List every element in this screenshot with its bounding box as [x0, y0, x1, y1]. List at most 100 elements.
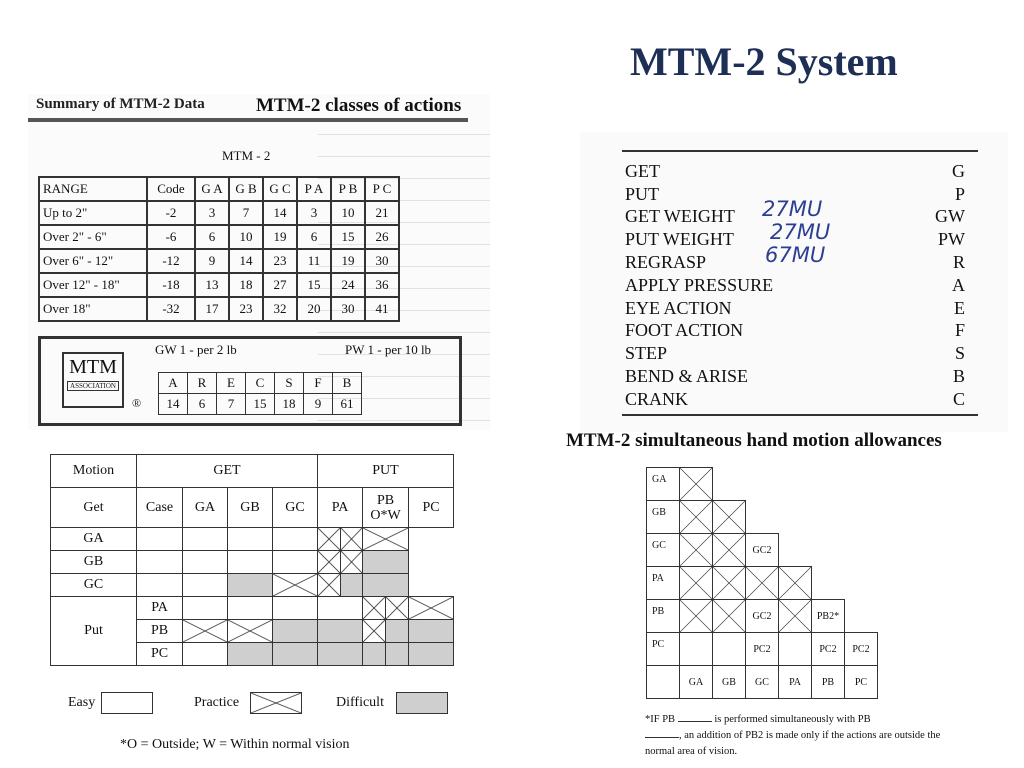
handwritten-note: 27MU: [762, 197, 823, 221]
table-row: Over 12" - 18" -18 13 18 27 15 24 36: [38, 272, 400, 298]
matrix-row: PB GC2 PB2*: [646, 599, 878, 633]
put-header: PUT: [317, 454, 454, 488]
pw-label: PW 1 - per 10 lb: [345, 342, 432, 357]
header-cell: Code: [146, 176, 196, 202]
table-cell: 18: [228, 272, 264, 298]
matrix-row-label-text: PB: [652, 606, 665, 617]
vision-footnote: *O = Outside; W = Within normal vision: [120, 737, 350, 752]
empty-cell: [845, 501, 878, 534]
practice-cell: [363, 597, 386, 619]
grid-cell-pb: [362, 619, 409, 643]
difficult-cell: [340, 574, 362, 596]
table-header-row: A R E C S F B: [158, 372, 362, 394]
motion-compatibility-grid: Motion GET PUT Get Case GA GB GC PA PB O…: [50, 454, 454, 666]
get-header: GET: [136, 454, 318, 488]
header-cell: S: [274, 372, 304, 394]
action-name: REGRASP: [625, 252, 707, 273]
table-cell: Over 12" - 18": [38, 272, 148, 298]
table-cell: -12: [146, 248, 196, 274]
mtm-summary-table: RANGE Code G A G B G C P A P B P C Up to…: [38, 176, 400, 322]
action-name: STEP: [625, 343, 668, 364]
grid-row: PB: [51, 619, 454, 643]
table-cell: 6: [296, 224, 332, 250]
table-cell: 20: [296, 296, 332, 322]
table-cell: 19: [330, 248, 366, 274]
header-cell: P B: [330, 176, 366, 202]
action-item: APPLY PRESSURE A: [625, 274, 965, 297]
grid-row: GA: [50, 527, 454, 551]
gw-label: GW 1 - per 2 lb: [155, 342, 237, 357]
header-cell: RANGE: [38, 176, 148, 202]
action-code: S: [954, 343, 965, 364]
easy-cell: [182, 527, 228, 551]
put-row-group: Put: [50, 596, 137, 666]
difficult-cell: [317, 642, 363, 666]
easy-cell: [317, 596, 363, 620]
header-cell: B: [332, 372, 362, 394]
action-item: GET G: [625, 160, 965, 183]
table-row: Over 2" - 6" -6 6 10 19 6 15 26: [38, 224, 400, 250]
table-cell: 7: [228, 200, 264, 226]
empty-cell: [812, 468, 845, 501]
matrix-col-label: GA: [679, 665, 713, 699]
action-code: E: [954, 297, 965, 318]
list-bottom-rule: [622, 414, 978, 416]
crossed-cell: [679, 599, 713, 633]
empty-cell: [713, 468, 746, 501]
table-cell: 9: [303, 393, 333, 415]
matrix-cell: PB2*: [811, 599, 845, 633]
crossed-cell: [712, 566, 746, 600]
table-cell: 14: [228, 248, 264, 274]
action-code: GW: [935, 206, 965, 227]
heading-rule: [28, 118, 468, 122]
crossed-cell: [679, 467, 713, 501]
header-cell: R: [187, 372, 217, 394]
table-cell: 7: [216, 393, 246, 415]
action-item: CRANK C: [625, 388, 965, 411]
difficult-cell: [272, 642, 318, 666]
matrix-col-label: PC: [844, 665, 878, 699]
table-cell: -18: [146, 272, 196, 298]
motion-header: Motion: [50, 454, 137, 488]
header-cell: G A: [194, 176, 230, 202]
table-cell: 3: [194, 200, 230, 226]
action-name: PUT: [625, 183, 660, 204]
difficult-cell: [408, 619, 454, 643]
legend-difficult-swatch: [396, 692, 448, 714]
table-cell: 13: [194, 272, 230, 298]
grid-cell-pb: [362, 596, 409, 620]
easy-cell: [227, 527, 273, 551]
practice-cell: [363, 620, 386, 642]
empty-cell: [812, 534, 845, 567]
legend-practice-label: Practice: [194, 695, 240, 710]
easy-cell: [182, 573, 228, 597]
action-name: EYE ACTION: [625, 297, 732, 318]
crossed-cell: [679, 500, 713, 534]
symbols-scan: [580, 132, 1008, 432]
difficult-cell: [227, 573, 273, 597]
action-code: F: [954, 320, 965, 341]
difficult-cell: [362, 573, 409, 597]
crossed-cell: [745, 566, 779, 600]
difficult-cell: [386, 643, 408, 665]
action-code: R: [952, 252, 965, 273]
simultaneous-motion-matrix: GA GB GC GC2 PA PB GC2 PB2* PC PC2 PC2 PC2 GA GB GC PA P…: [646, 467, 878, 699]
table-cell: 24: [330, 272, 366, 298]
action-item: EYE ACTION E: [625, 297, 965, 320]
table-cell: 6: [187, 393, 217, 415]
row-label: GC: [50, 573, 137, 597]
crossed-cell: [712, 500, 746, 534]
table-cell: 15: [245, 393, 275, 415]
matrix-row-label: GB: [646, 500, 680, 534]
header-cell: G C: [262, 176, 298, 202]
logo-subtext: ASSOCIATION: [67, 381, 119, 391]
matrix-row: PC PC2 PC2 PC2: [646, 632, 878, 666]
get-row-group: Get: [50, 487, 137, 528]
table-cell: 6: [194, 224, 230, 250]
difficult-cell: [408, 642, 454, 666]
case-header: Case: [136, 487, 183, 528]
table-cell: 23: [228, 296, 264, 322]
table-cell: 19: [262, 224, 298, 250]
matrix-row-label: PA: [646, 566, 680, 600]
easy-cell: [182, 550, 228, 574]
